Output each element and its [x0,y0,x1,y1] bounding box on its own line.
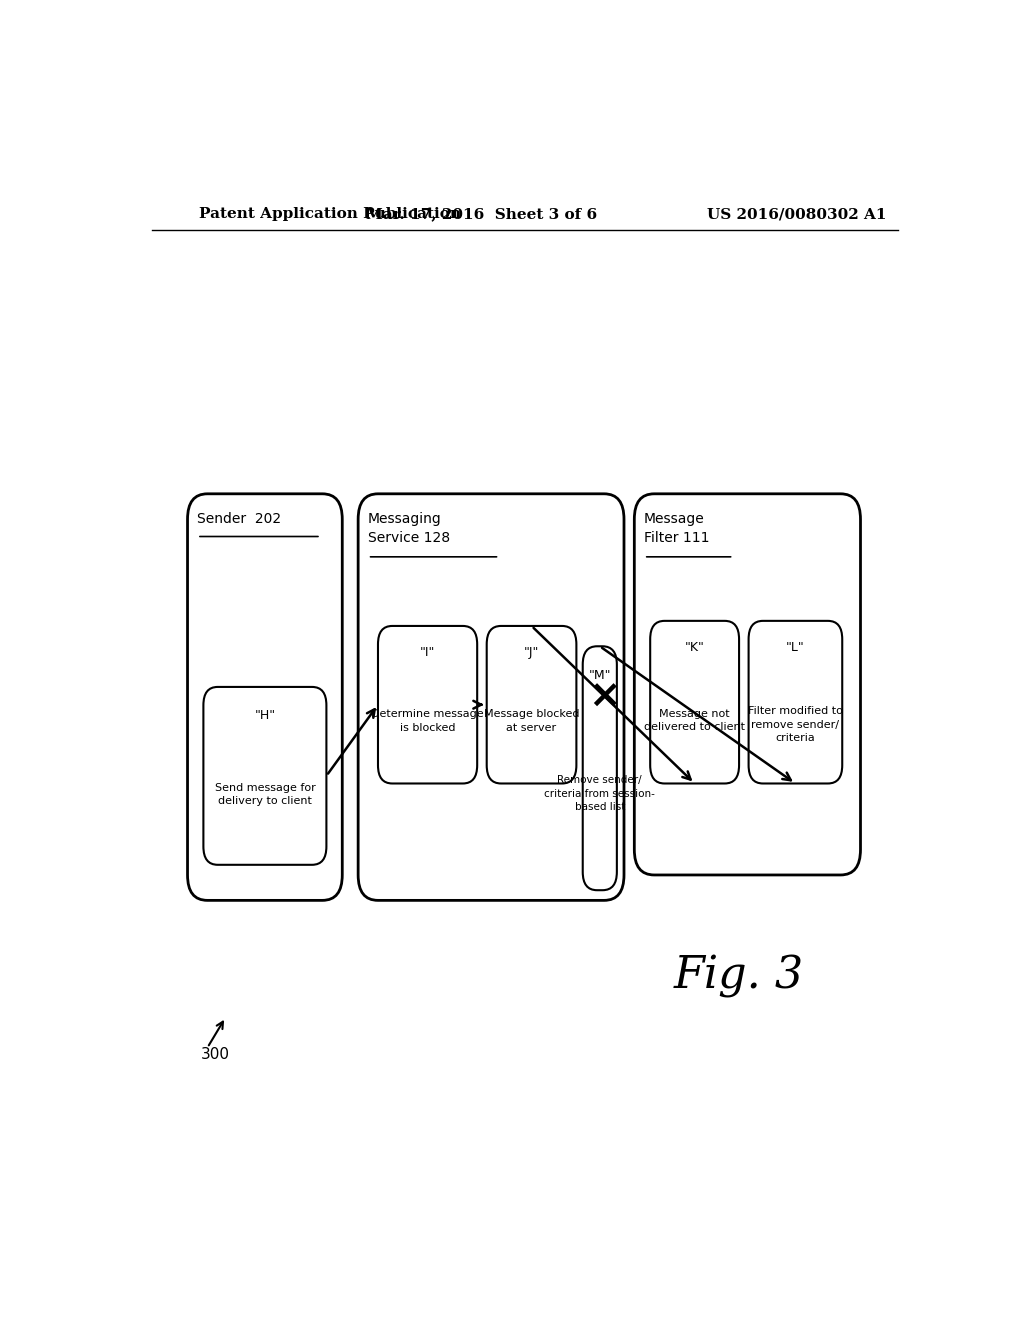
Text: Determine message
is blocked: Determine message is blocked [372,709,484,733]
Text: Remove sender/
criteria from session-
based list: Remove sender/ criteria from session- ba… [545,775,655,812]
Text: Mar. 17, 2016  Sheet 3 of 6: Mar. 17, 2016 Sheet 3 of 6 [366,207,597,222]
Text: Message
Filter 111: Message Filter 111 [644,512,710,545]
Text: "K": "K" [685,642,705,655]
Text: 300: 300 [201,1047,230,1063]
Text: Message not
delivered to client: Message not delivered to client [644,709,745,733]
Text: "J": "J" [524,647,540,659]
Text: Messaging
Service 128: Messaging Service 128 [368,512,450,545]
Text: Sender  202: Sender 202 [197,512,282,527]
FancyBboxPatch shape [650,620,739,784]
Text: "H": "H" [254,709,275,722]
Text: Fig. 3: Fig. 3 [674,954,804,998]
FancyBboxPatch shape [583,647,616,890]
Text: US 2016/0080302 A1: US 2016/0080302 A1 [708,207,887,222]
FancyBboxPatch shape [749,620,842,784]
Text: Send message for
delivery to client: Send message for delivery to client [214,783,315,805]
FancyBboxPatch shape [358,494,624,900]
Text: Patent Application Publication: Patent Application Publication [200,207,462,222]
Text: Message blocked
at server: Message blocked at server [483,709,580,733]
Text: Filter modified to
remove sender/
criteria: Filter modified to remove sender/ criter… [748,706,843,743]
Text: "L": "L" [786,642,805,655]
Text: ×: × [589,678,622,715]
Text: "M": "M" [589,669,611,681]
FancyBboxPatch shape [634,494,860,875]
FancyBboxPatch shape [204,686,327,865]
Text: "I": "I" [420,647,435,659]
FancyBboxPatch shape [486,626,577,784]
FancyBboxPatch shape [187,494,342,900]
FancyBboxPatch shape [378,626,477,784]
